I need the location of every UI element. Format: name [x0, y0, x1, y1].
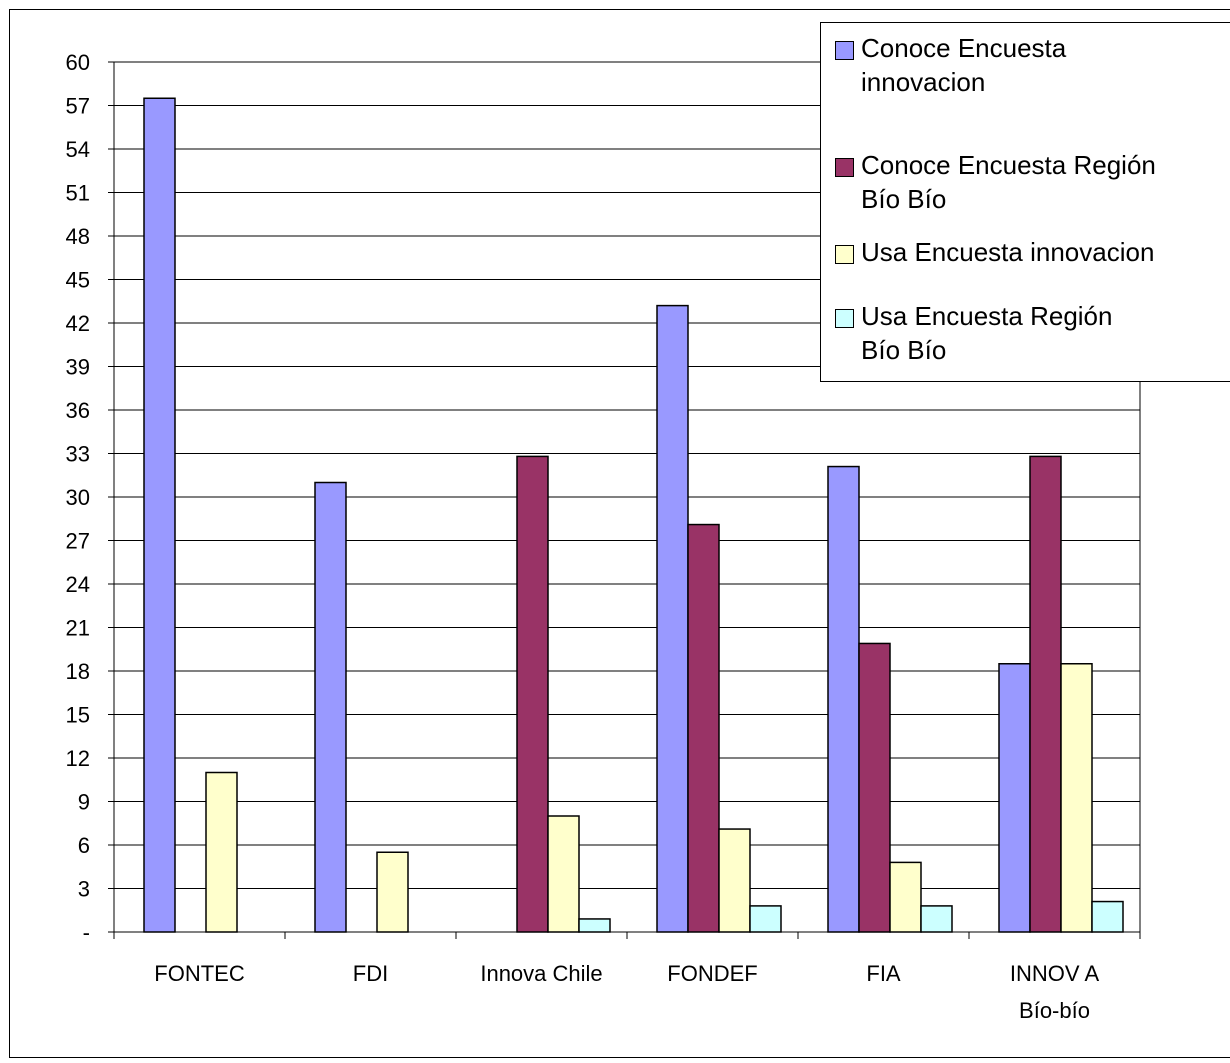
bar-2-6 [1029, 455, 1062, 933]
legend-item-series-4: Usa Encuesta Región Bío Bío [835, 299, 1230, 367]
bar-1-5 [827, 465, 860, 933]
y-tick-label: 39 [66, 355, 90, 380]
y-tick-label: - [83, 920, 90, 945]
x-category-label: FONTEC [154, 961, 245, 986]
legend-item-series-1: Conoce Encuesta innovacion [835, 31, 1230, 99]
y-tick-label: 6 [78, 833, 90, 858]
y-tick-label: 54 [66, 137, 90, 162]
y-tick-label: 45 [66, 268, 90, 293]
bar-1-4 [656, 304, 689, 933]
legend-label-series-1: Conoce Encuesta innovacion [861, 33, 1067, 97]
x-category-label: FONDEF [667, 961, 757, 986]
x-category-label: Bío-bío [1019, 998, 1090, 1023]
x-category-label: INNOV A [1010, 961, 1100, 986]
bar-2-4 [687, 523, 720, 933]
bar-3-1 [205, 771, 238, 933]
bar-1-1 [143, 97, 176, 933]
y-tick-label: 51 [66, 181, 90, 206]
bar-4-4 [749, 905, 782, 933]
legend-swatch-series-4 [835, 309, 854, 328]
y-tick-label: 42 [66, 311, 90, 336]
legend-swatch-series-3 [835, 245, 854, 264]
x-category-label: FIA [866, 961, 901, 986]
legend-item-series-3: Usa Encuesta innovacion [835, 235, 1230, 269]
y-tick-label: 36 [66, 398, 90, 423]
bar-4-5 [920, 905, 953, 933]
legend-label-series-3: Usa Encuesta innovacion [861, 237, 1155, 267]
bar-2-3 [516, 455, 549, 933]
y-tick-label: 27 [66, 529, 90, 554]
y-tick-label: 21 [66, 616, 90, 641]
y-tick-label: 48 [66, 224, 90, 249]
y-tick-label: 57 [66, 94, 90, 119]
y-tick-label: 24 [66, 572, 90, 597]
y-tick-label: 30 [66, 485, 90, 510]
bar-1-6 [998, 663, 1031, 933]
y-tick-label: 9 [78, 790, 90, 815]
y-tick-label: 3 [78, 877, 90, 902]
bar-4-3 [578, 918, 611, 933]
legend-label-series-2: Conoce Encuesta Región Bío Bío [861, 150, 1156, 214]
y-tick-label: 15 [66, 703, 90, 728]
y-tick-label: 60 [66, 50, 90, 75]
y-tick-label: 33 [66, 442, 90, 467]
bar-3-3 [547, 815, 580, 933]
bar-2-5 [858, 642, 891, 933]
bar-1-2 [314, 481, 347, 933]
bar-3-5 [889, 861, 922, 933]
bar-3-6 [1060, 663, 1093, 933]
bar-3-2 [376, 851, 409, 933]
y-tick-label: 12 [66, 746, 90, 771]
legend-swatch-series-1 [835, 41, 854, 60]
legend-label-series-4: Usa Encuesta Región Bío Bío [861, 301, 1113, 365]
x-category-label: Innova Chile [480, 961, 602, 986]
legend-item-series-2: Conoce Encuesta Región Bío Bío [835, 148, 1230, 216]
x-category-label: FDI [353, 961, 388, 986]
legend-swatch-series-2 [835, 158, 854, 177]
bar-4-6 [1091, 900, 1124, 933]
bar-3-4 [718, 828, 751, 933]
y-tick-label: 18 [66, 659, 90, 684]
legend: Conoce Encuesta innovacion Conoce Encues… [820, 22, 1230, 382]
